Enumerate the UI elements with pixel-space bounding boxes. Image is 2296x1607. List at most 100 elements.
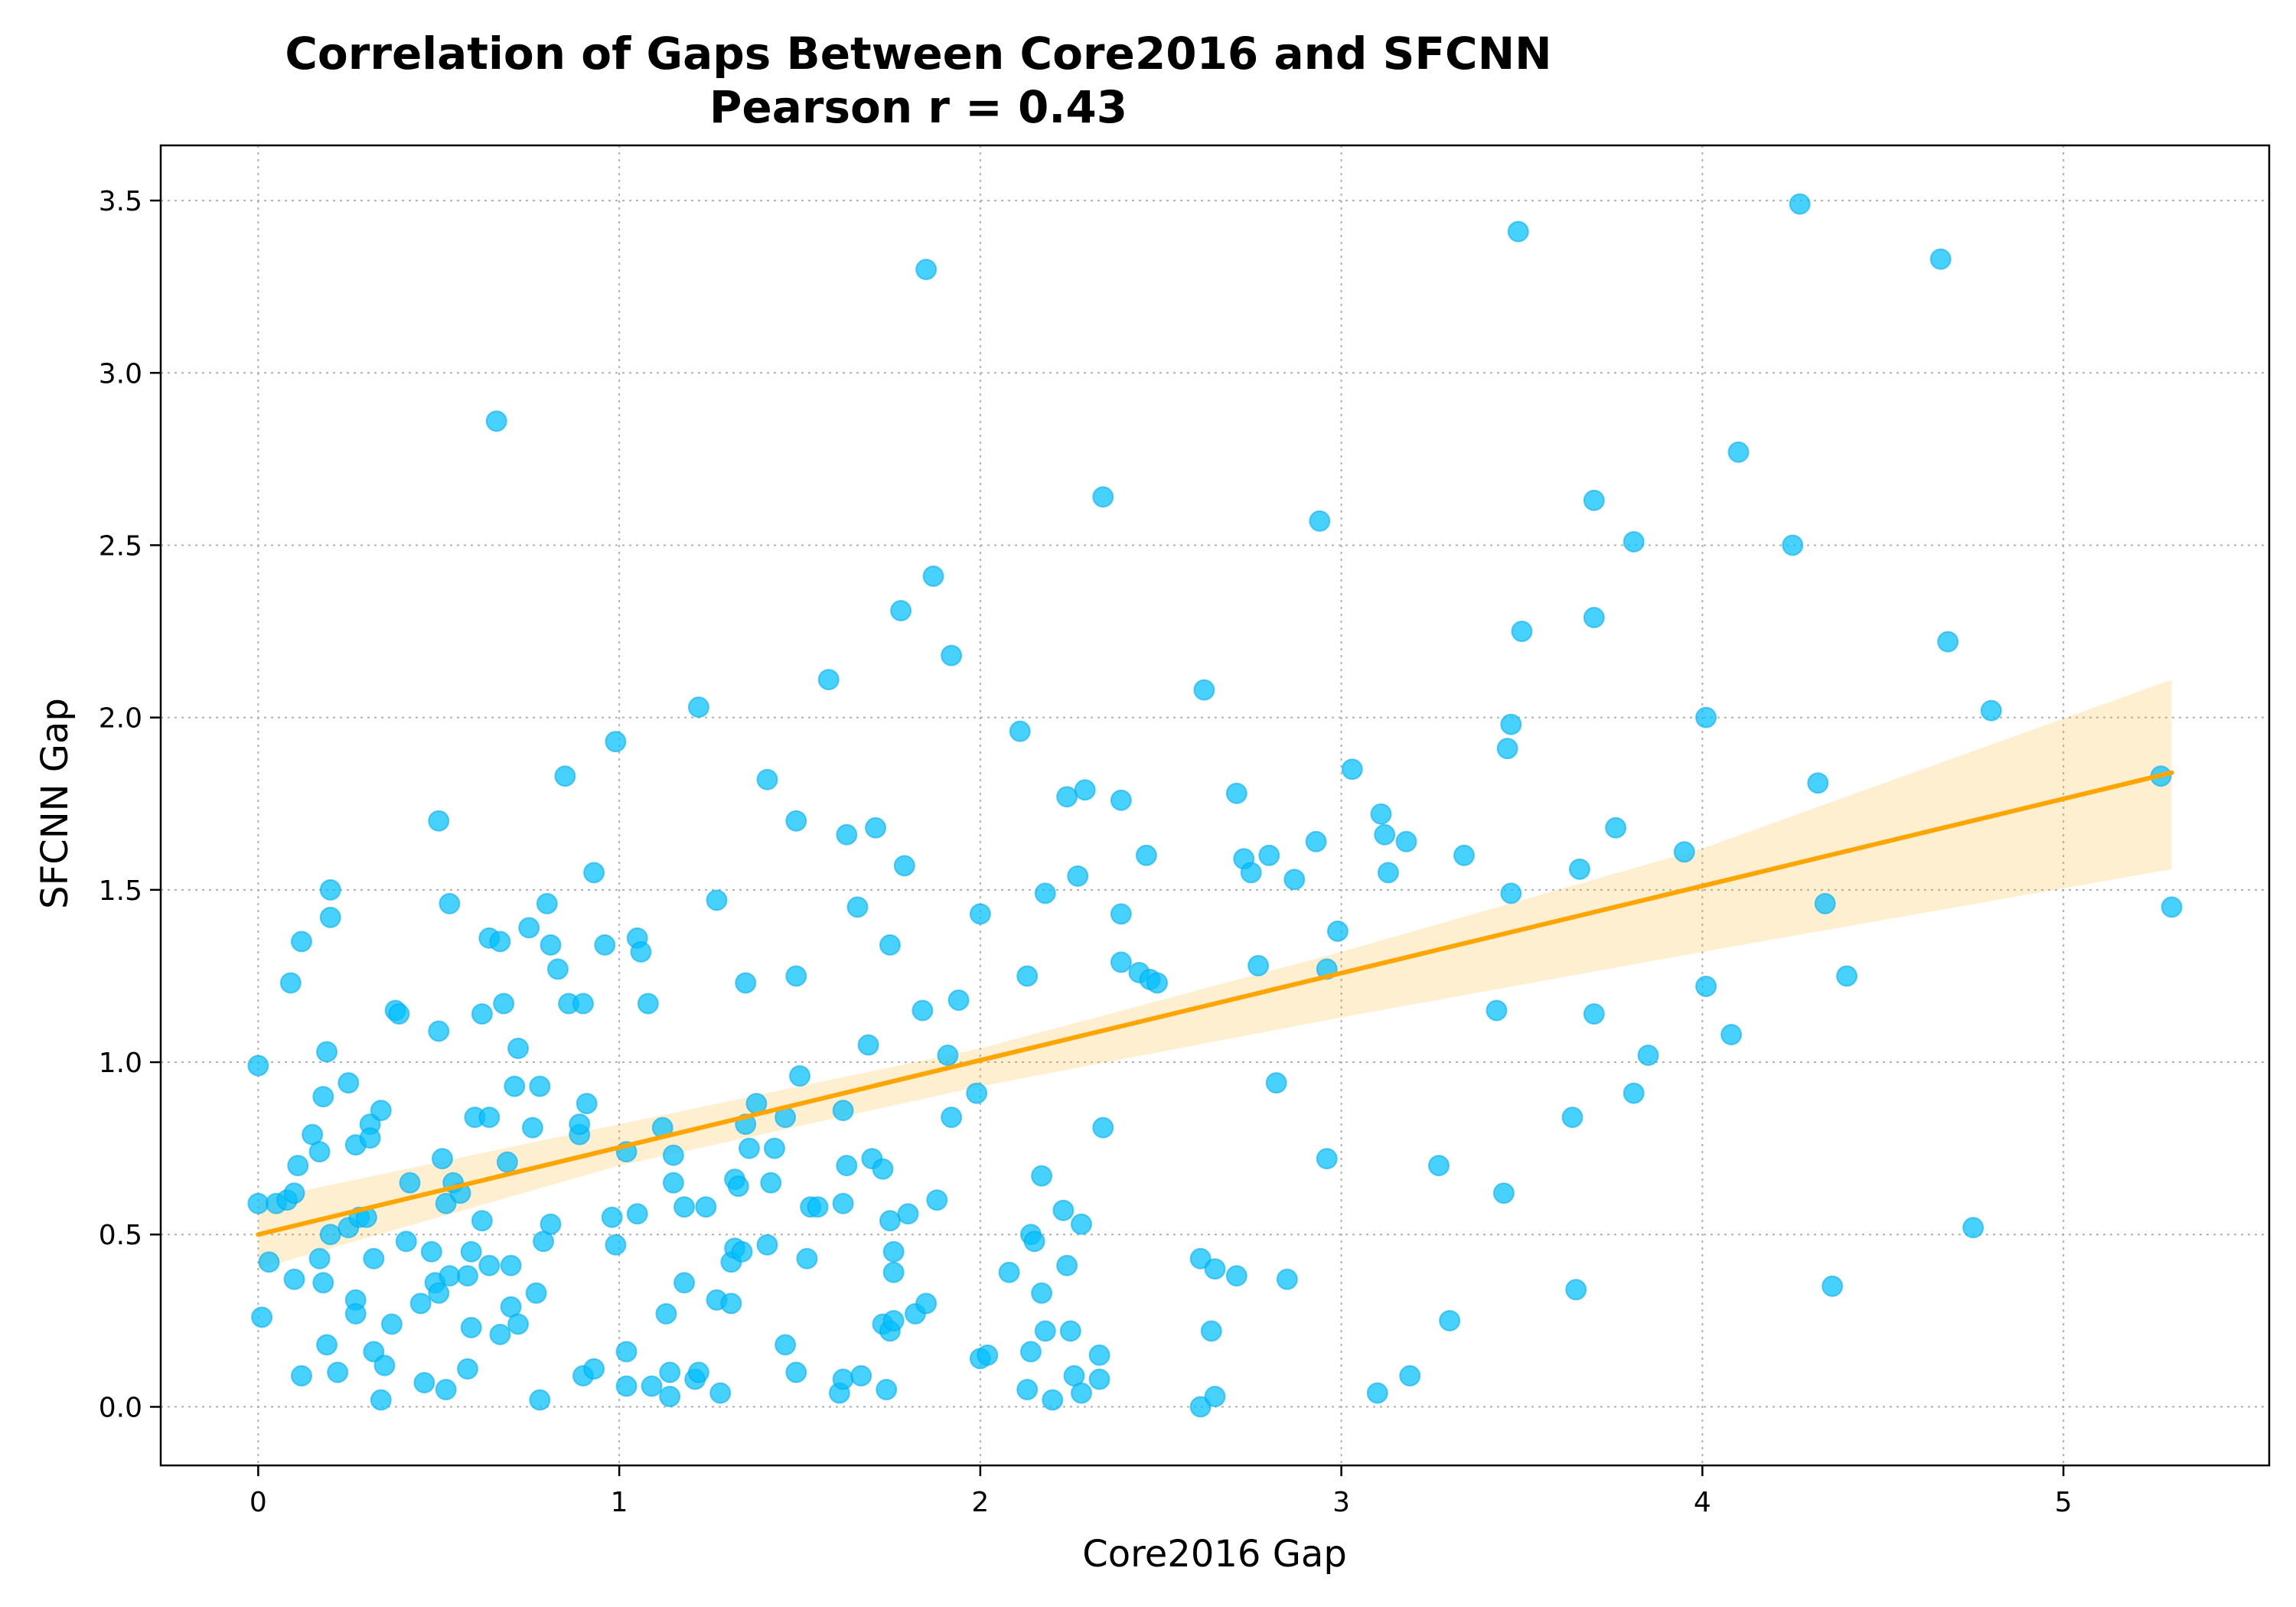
data-point: [662, 1172, 684, 1194]
data-point: [312, 1272, 334, 1294]
data-point: [615, 1341, 638, 1363]
data-point: [1031, 1282, 1053, 1304]
data-point: [290, 1364, 312, 1387]
data-points: [247, 193, 2183, 1418]
data-point: [641, 1375, 663, 1397]
data-point: [1583, 489, 1605, 511]
data-point: [1326, 920, 1349, 942]
data-point: [687, 696, 709, 719]
data-point: [1225, 1265, 1247, 1287]
data-point: [583, 1358, 605, 1380]
data-point: [977, 1344, 999, 1366]
data-point: [554, 765, 576, 787]
data-point: [525, 1282, 547, 1304]
plot-frame: [159, 144, 2271, 1467]
data-point: [1341, 758, 1363, 781]
x-tick-label: 5: [2055, 1487, 2073, 1518]
data-point: [1980, 699, 2002, 722]
data-point: [1200, 1320, 1222, 1342]
data-point: [832, 1368, 854, 1390]
data-point: [420, 1240, 442, 1263]
data-point: [247, 1192, 269, 1214]
data-point: [1009, 720, 1031, 742]
data-point: [435, 1192, 457, 1214]
data-point: [1074, 779, 1096, 801]
data-point: [1056, 786, 1078, 808]
data-point: [1399, 1364, 1421, 1387]
data-point: [1265, 1072, 1287, 1094]
y-axis-label: SFCNN Gap: [34, 698, 77, 909]
data-point: [922, 565, 944, 587]
data-point: [435, 1378, 457, 1400]
data-point: [316, 1334, 338, 1356]
data-point: [796, 1247, 818, 1270]
data-point: [1305, 830, 1327, 852]
data-point: [941, 1107, 963, 1129]
data-point: [529, 1389, 551, 1411]
data-point: [1782, 534, 1804, 556]
data-point: [1962, 1217, 1985, 1239]
data-point: [1276, 1268, 1298, 1290]
data-point: [756, 768, 778, 790]
data-point: [1019, 1341, 1042, 1363]
data-point: [1427, 1155, 1450, 1177]
data-point: [912, 999, 934, 1022]
data-point: [709, 1382, 732, 1404]
data-point: [1088, 1368, 1110, 1390]
data-point: [785, 965, 807, 987]
data-point: [363, 1247, 385, 1270]
data-point: [1727, 441, 1750, 463]
data-point: [893, 855, 915, 877]
data-point: [605, 731, 627, 753]
data-point: [659, 1361, 681, 1384]
data-point: [890, 600, 912, 622]
data-point: [1309, 510, 1331, 532]
data-point: [882, 1261, 905, 1283]
data-point: [756, 1234, 778, 1256]
data-point: [521, 1116, 543, 1139]
data-point: [832, 1100, 854, 1122]
data-point: [1836, 965, 1858, 987]
data-point: [731, 1240, 753, 1263]
data-point: [1374, 823, 1396, 846]
data-point: [1316, 1148, 1338, 1170]
y-tick-label: 1.5: [99, 875, 142, 907]
data-point: [601, 1206, 623, 1228]
data-point: [258, 1251, 280, 1273]
data-point: [456, 1358, 478, 1380]
data-point: [546, 958, 569, 980]
data-point: [485, 410, 507, 432]
data-point: [926, 1189, 948, 1211]
data-point: [1439, 1309, 1461, 1332]
data-point: [876, 1378, 898, 1400]
data-point: [507, 1038, 530, 1060]
data-point: [727, 1175, 749, 1198]
data-point: [496, 1151, 518, 1173]
data-point: [1511, 621, 1533, 643]
data-point: [1258, 844, 1280, 866]
data-point: [1929, 248, 1952, 270]
y-tick-label: 0.0: [99, 1392, 142, 1423]
data-point: [428, 1020, 450, 1042]
data-point: [1067, 865, 1089, 887]
data-point: [1496, 738, 1518, 760]
data-point: [915, 1292, 938, 1315]
data-point: [897, 1203, 919, 1225]
data-point: [1247, 954, 1270, 976]
data-point: [832, 1192, 854, 1214]
data-point: [785, 810, 807, 832]
y-tick-label: 2.5: [99, 530, 142, 562]
y-tick-label: 3.5: [99, 186, 142, 217]
data-point: [915, 259, 938, 281]
data-point: [319, 906, 341, 928]
data-point: [287, 1155, 309, 1177]
data-point: [319, 878, 341, 901]
data-point: [1110, 903, 1132, 925]
data-point: [1814, 892, 1836, 914]
chart-subtitle: Pearson r = 0.43: [709, 81, 1127, 133]
data-point: [338, 1072, 360, 1094]
data-point: [626, 1203, 648, 1225]
data-point: [518, 917, 540, 939]
data-point: [395, 1231, 417, 1253]
data-point: [428, 1282, 450, 1304]
